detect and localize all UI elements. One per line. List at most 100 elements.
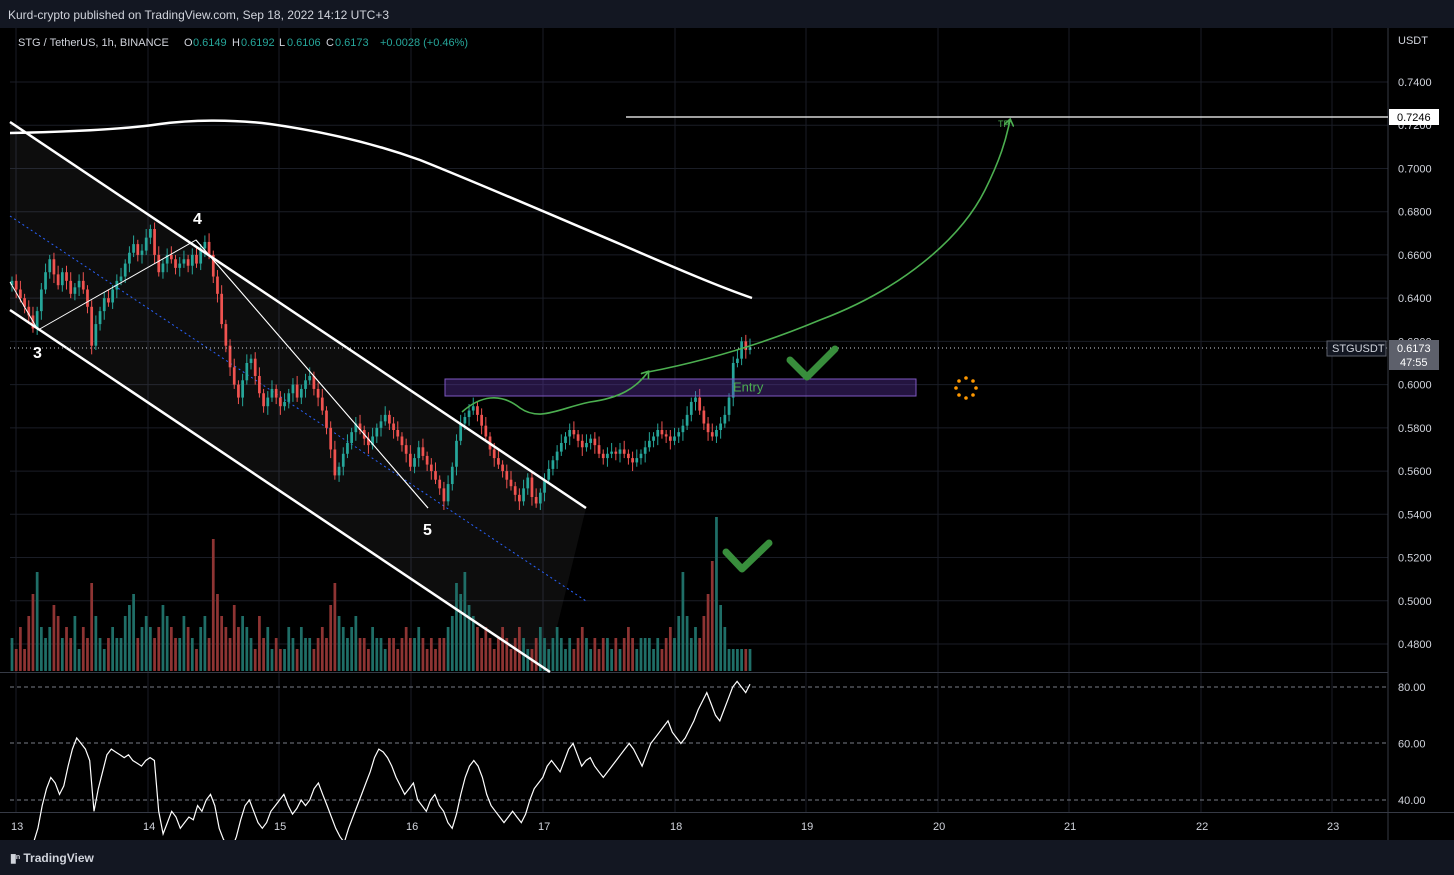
volume-bar [56,616,60,671]
candle-body [648,440,651,448]
entry-zone-box[interactable] [444,378,917,397]
candle-body [60,272,64,286]
volume-bar [241,616,244,671]
axis-currency: USDT [1398,35,1428,47]
candle-body [375,427,379,437]
volume-bar [224,627,228,671]
candle-body [354,423,358,433]
change-value: +0.0028 (+0.46%) [380,37,468,49]
volume-bar [673,638,676,671]
footer-bar: ▮ⁿ TradingView [0,840,1454,875]
volume-bar [480,638,483,671]
channel-upper-line[interactable] [9,120,587,510]
volume-bar [107,638,110,671]
candle-body [589,438,593,443]
chart-canvas[interactable]: STG / TetherUS, 1h, BINANCE O 0.6149 H 0… [0,28,1454,840]
wave-leg-line[interactable] [195,239,429,509]
candle-body [597,445,601,454]
candle-body [249,358,253,363]
candle-body [538,492,542,504]
candle-body [274,388,278,398]
volume-bar [463,572,467,671]
candles [10,222,752,510]
volume-bar [258,616,261,671]
moving-average-line[interactable] [9,119,753,300]
candle-body [77,280,81,288]
volume-bar [375,638,379,671]
volume-bar [404,627,408,671]
candle-body [618,449,622,454]
volume-bar [417,627,421,671]
candle-body [241,380,244,398]
candle-body [526,477,530,489]
close-value: 0.6173 [335,37,369,49]
volume-bar [379,638,383,671]
target-price-value: 0.7246 [1397,112,1431,124]
volume-bars [10,517,752,671]
candle-body [312,375,316,389]
candle-body [245,362,249,381]
volume-bar [501,627,504,671]
volume-bar [425,649,429,671]
candle-body [681,425,685,433]
candle-body [698,397,702,411]
wave-4-label: 4 [193,211,202,228]
volume-bar [643,638,647,671]
channel-lower-line[interactable] [9,308,551,674]
volume-bar [660,649,664,671]
volume-bar [383,649,387,671]
rsi-line[interactable] [12,680,751,840]
volume-bar [606,638,609,671]
candle-body [149,228,152,238]
volume-bar [505,638,509,671]
candle-body [392,423,395,431]
volume-bar [73,616,77,671]
volume-bar [291,638,295,671]
volume-bar [27,616,31,671]
volume-bar [69,638,73,671]
candle-body [719,423,723,431]
candle-body [262,393,265,407]
volume-bar [98,638,102,671]
symbol-legend[interactable]: STG / TetherUS, 1h, BINANCE O 0.6149 H 0… [18,37,468,49]
candle-body [211,254,215,277]
candle-body [253,358,257,376]
time-tick-label: 18 [670,821,682,833]
candle-body [94,324,98,346]
volume-bar [392,638,395,671]
wave-start-line[interactable] [9,281,39,331]
candle-body [44,272,47,290]
candle-body [413,458,416,467]
volume-bar [476,627,479,671]
volume-bar [39,627,43,671]
projection-path-to-target[interactable] [647,120,1010,373]
volume-bar [186,627,190,671]
volume-bar [48,627,52,671]
candle-body [559,442,563,452]
time-axis[interactable]: 13 14 15 16 17 18 19 20 21 22 23 [11,821,1339,833]
candle-body [367,438,370,446]
price-axis[interactable]: USDT 0.74000.72000.70000.68000.66000.640… [1398,35,1432,651]
symbol-name: STG / TetherUS, 1h, BINANCE [18,37,169,49]
volume-bar [698,638,702,671]
projection-path-to-entry[interactable] [461,372,648,415]
candle-body [480,414,483,426]
candle-body [39,289,43,312]
volume-bar [748,649,752,671]
candle-body [123,263,127,277]
volume-bar [245,627,249,671]
volume-bar [538,627,542,671]
tradingview-brand[interactable]: ▮ⁿ TradingView [10,851,94,865]
candle-body [580,440,584,448]
candle-body [694,397,697,402]
volume-bar [396,649,400,671]
time-tick-label: 21 [1064,821,1076,833]
candle-body [161,263,165,273]
high-value: 0.6192 [241,37,275,49]
volume-bar [266,627,270,671]
candle-body [639,453,643,459]
candle-body [291,384,295,394]
candle-body [119,276,123,281]
candle-body [358,423,362,431]
